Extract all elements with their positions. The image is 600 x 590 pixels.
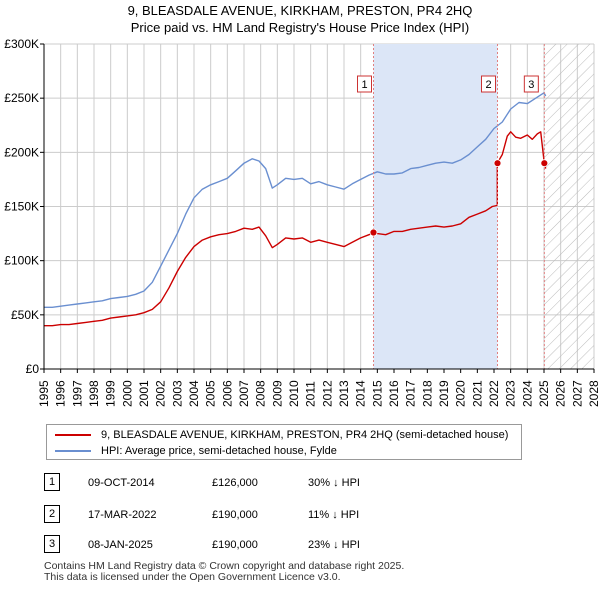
- legend-item-price: 9, BLEASDALE AVENUE, KIRKHAM, PRESTON, P…: [55, 427, 508, 443]
- sale-point: [369, 228, 378, 237]
- sale-marker-badge: 2: [44, 505, 60, 523]
- sale-marker-label: 2: [485, 79, 491, 91]
- legend-label-hpi: HPI: Average price, semi-detached house,…: [101, 445, 337, 457]
- footer-line-1: Contains HM Land Registry data © Crown c…: [44, 560, 405, 572]
- sale-marker-label: 1: [361, 79, 367, 91]
- sale-hpi-diff: 11% ↓ HPI: [308, 509, 360, 521]
- sale-price: £126,000: [212, 477, 258, 489]
- x-tick-label: 2014: [354, 380, 368, 407]
- chart-title: 9, BLEASDALE AVENUE, KIRKHAM, PRESTON, P…: [0, 2, 600, 36]
- x-tick-label: 1995: [37, 380, 51, 407]
- footer: Contains HM Land Registry data © Crown c…: [44, 561, 404, 583]
- y-tick-label: £150K: [4, 200, 39, 214]
- sale-marker-badge: 1: [44, 473, 60, 491]
- x-tick-label: 2020: [454, 380, 468, 407]
- x-tick-label: 2009: [270, 380, 284, 407]
- sale-point: [540, 159, 549, 168]
- x-tick-label: 2005: [204, 380, 218, 407]
- x-tick-label: 2026: [554, 380, 568, 407]
- x-tick-label: 2017: [404, 380, 418, 407]
- x-tick-label: 2018: [420, 380, 434, 407]
- x-tick-label: 2022: [487, 380, 501, 407]
- x-tick-label: 2010: [287, 380, 301, 407]
- y-tick-label: £100K: [4, 254, 39, 268]
- title-line-1: 9, BLEASDALE AVENUE, KIRKHAM, PRESTON, P…: [127, 3, 473, 18]
- x-tick-label: 1997: [70, 380, 84, 407]
- sale-date: 09-OCT-2014: [88, 477, 155, 489]
- x-tick-label: 2011: [304, 381, 318, 407]
- x-tick-label: 1998: [87, 380, 101, 407]
- table-row: 3 08-JAN-2025 £190,000 23% ↓ HPI: [44, 535, 404, 555]
- x-tick-label: 2024: [520, 380, 534, 407]
- y-tick-label: £250K: [4, 91, 39, 105]
- sale-point: [493, 159, 502, 168]
- sale-hpi-diff: 23% ↓ HPI: [308, 539, 360, 551]
- x-tick-label: 2023: [504, 380, 518, 407]
- sale-hpi-diff: 30% ↓ HPI: [308, 477, 360, 489]
- legend-swatch-hpi: [55, 450, 91, 453]
- x-tick-label: 2003: [170, 380, 184, 407]
- x-tick-label: 2004: [187, 380, 201, 407]
- x-tick-label: 1996: [54, 380, 68, 407]
- table-row: 1 09-OCT-2014 £126,000 30% ↓ HPI: [44, 473, 404, 493]
- sale-date: 08-JAN-2025: [88, 539, 153, 551]
- x-tick-label: 2015: [370, 380, 384, 407]
- x-tick-label: 2012: [320, 380, 334, 407]
- sale-marker-box: [481, 75, 496, 93]
- x-tick-label: 2008: [254, 380, 268, 407]
- x-tick-label: 1999: [104, 380, 118, 407]
- x-tick-label: 2019: [437, 380, 451, 407]
- forecast-hatch-region: [544, 44, 594, 369]
- legend-label-price: 9, BLEASDALE AVENUE, KIRKHAM, PRESTON, P…: [101, 429, 509, 441]
- y-tick-label: £200K: [4, 145, 39, 159]
- hpi-line: [44, 92, 547, 308]
- x-tick-label: 2021: [470, 380, 484, 407]
- sale-price: £190,000: [212, 509, 258, 521]
- x-tick-label: 2000: [120, 380, 134, 407]
- table-row: 2 17-MAR-2022 £190,000 11% ↓ HPI: [44, 505, 404, 525]
- x-tick-label: 2025: [537, 380, 551, 407]
- sale-marker-badge: 3: [44, 535, 60, 553]
- x-tick-label: 2016: [387, 380, 401, 407]
- y-tick-label: £300K: [4, 37, 39, 51]
- x-tick-label: 2007: [237, 380, 251, 407]
- x-tick-label: 2028: [587, 380, 600, 407]
- sale-date: 17-MAR-2022: [88, 509, 157, 521]
- sale-marker-label: 3: [528, 79, 534, 91]
- legend: 9, BLEASDALE AVENUE, KIRKHAM, PRESTON, P…: [46, 424, 522, 460]
- x-tick-label: 2027: [570, 380, 584, 407]
- y-tick-label: £0: [26, 362, 40, 376]
- x-tick-label: 2002: [154, 380, 168, 407]
- x-tick-label: 2001: [137, 380, 151, 407]
- sale-marker-box: [523, 75, 539, 93]
- footer-line-2: This data is licensed under the Open Gov…: [44, 571, 341, 583]
- highlight-region: [373, 44, 498, 369]
- legend-swatch-price: [55, 434, 91, 437]
- y-tick-label: £50K: [11, 308, 39, 322]
- title-line-2: Price paid vs. HM Land Registry's House …: [130, 20, 470, 35]
- sale-marker-box: [357, 75, 372, 93]
- sale-price: £190,000: [212, 539, 258, 551]
- x-tick-label: 2013: [337, 380, 351, 407]
- legend-item-hpi: HPI: Average price, semi-detached house,…: [55, 443, 337, 459]
- x-tick-label: 2006: [220, 380, 234, 407]
